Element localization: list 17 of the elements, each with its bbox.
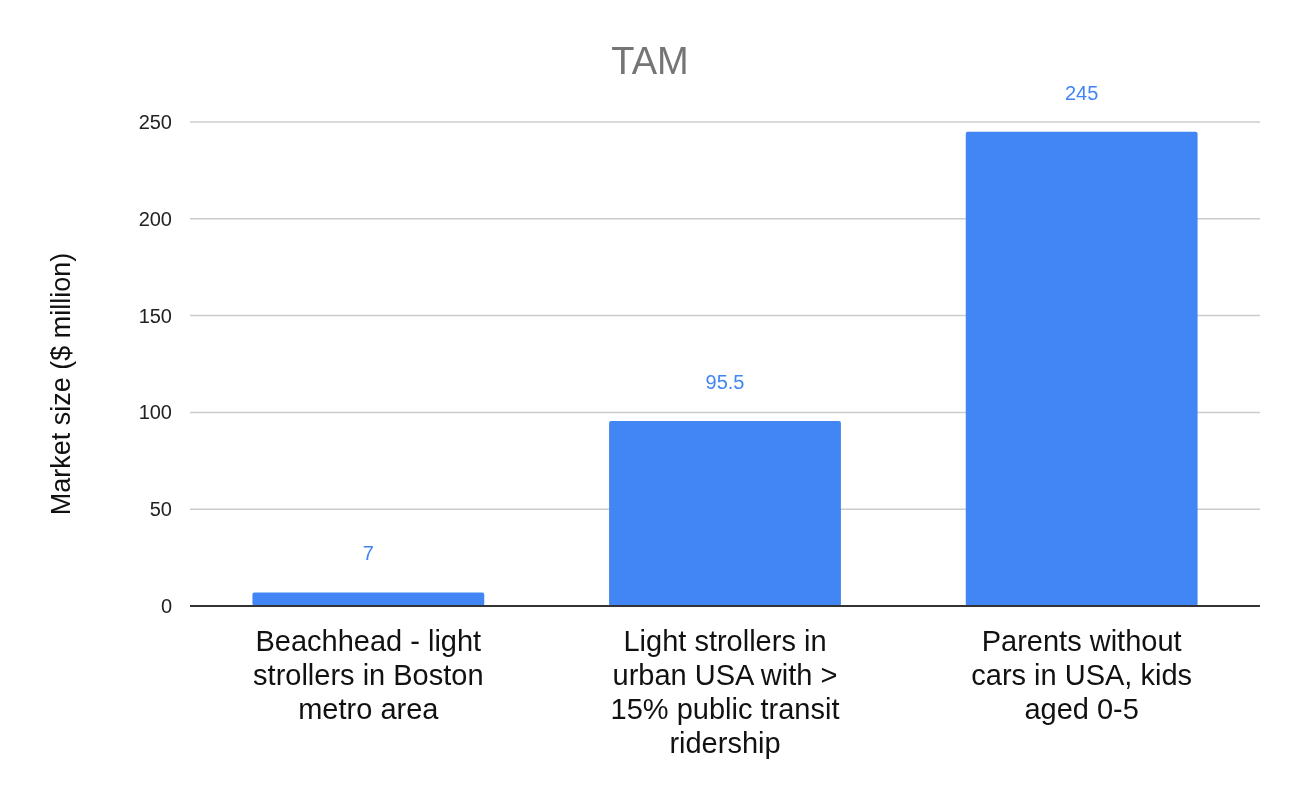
- bar: [609, 421, 841, 606]
- y-tick-label: 150: [138, 304, 172, 327]
- bar: [252, 592, 485, 606]
- y-tick-label: 200: [138, 207, 172, 230]
- bar: [965, 131, 1198, 606]
- y-tick-label: 250: [138, 111, 172, 133]
- data-label: 95.5: [705, 371, 745, 394]
- y-tick-label: 100: [138, 401, 172, 424]
- x-tick-label: Parents without cars in USA, kids aged 0-5: [971, 625, 1193, 725]
- data-label: 245: [1064, 81, 1099, 104]
- x-tick-label: Light strollers in urban USA with > 15% public transit ridership: [610, 625, 840, 759]
- x-tick-label: Beachhead - light strollers in Boston metro area: [253, 625, 484, 725]
- chart-title: TAM: [611, 40, 689, 82]
- y-tick-label: 0: [160, 595, 172, 617]
- y-axis-title: Market size ($ million): [46, 252, 76, 516]
- data-label: 7: [362, 542, 374, 565]
- y-tick-label: 50: [149, 498, 172, 521]
